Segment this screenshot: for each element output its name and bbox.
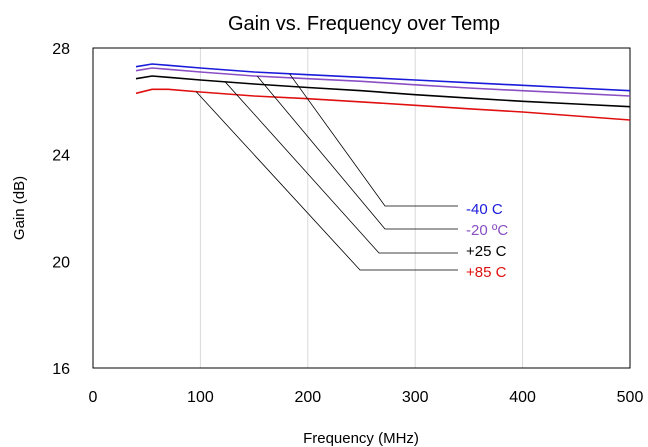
- x-tick-label: 400: [509, 389, 536, 406]
- x-tick-label: 100: [187, 389, 214, 406]
- callout-leader-2: [224, 81, 458, 254]
- x-axis-label: Frequency (MHz): [303, 430, 419, 447]
- y-tick-label: 24: [52, 148, 70, 165]
- chart-title: Gain vs. Frequency over Temp: [228, 13, 500, 35]
- legend-label-1: -20 ºC: [466, 222, 508, 239]
- x-tick-label: 300: [402, 389, 429, 406]
- series-line-3: [135, 88, 631, 121]
- tick-labels: 0 100 200 300 400 500 16 20 24 28: [52, 41, 643, 406]
- legend-label-2: +25 C: [466, 243, 507, 260]
- callout-leader-0: [289, 73, 458, 207]
- series-layer: [135, 63, 631, 121]
- series-line-0: [135, 63, 631, 92]
- plot-area-frame: [92, 47, 631, 369]
- x-tick-label: 200: [294, 389, 321, 406]
- legend-callouts: -40 C -20 ºC +25 C +85 C: [195, 73, 508, 281]
- series-line-2: [135, 75, 631, 108]
- y-axis-label: Gain (dB): [11, 176, 28, 240]
- series-line-1: [135, 67, 631, 97]
- legend-label-0: -40 C: [466, 201, 503, 218]
- callout-leader-3: [195, 91, 458, 271]
- x-tick-label: 500: [617, 389, 644, 406]
- callout-leader-1: [256, 75, 458, 230]
- y-tick-label: 20: [52, 254, 70, 271]
- y-tick-label: 28: [52, 41, 70, 58]
- legend-label-3: +85 C: [466, 264, 507, 281]
- y-tick-label: 16: [52, 361, 70, 378]
- x-tick-label: 0: [89, 389, 98, 406]
